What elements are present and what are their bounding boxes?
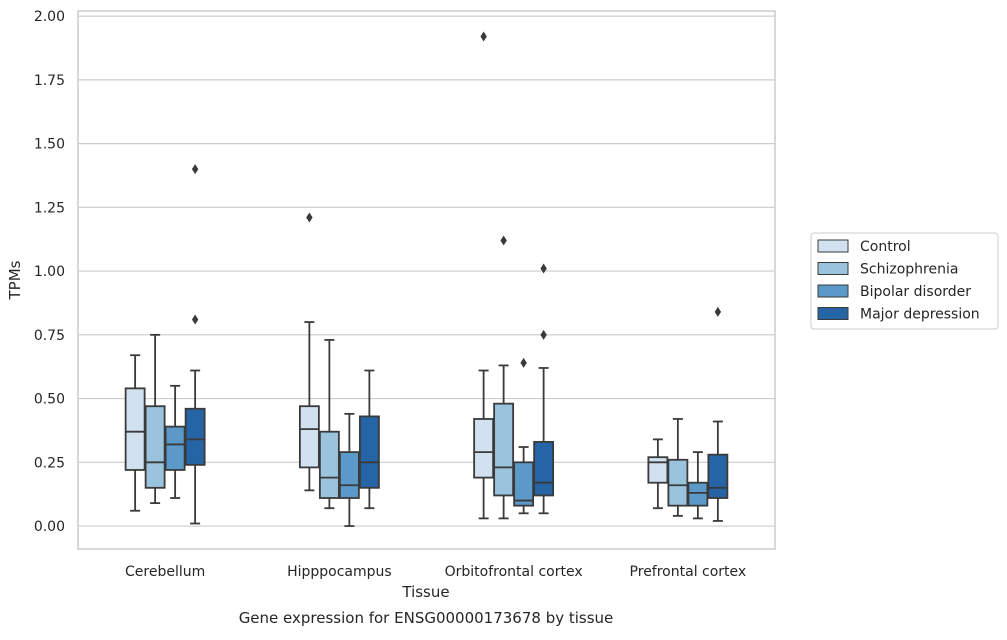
box-group	[647, 438, 669, 510]
box-iqr	[298, 405, 320, 469]
box-group	[318, 339, 340, 510]
outlier-point	[191, 314, 199, 325]
legend: Control Schizophrenia Bipolar disorder Majo…	[810, 232, 999, 330]
legend-swatch	[817, 239, 849, 253]
box-group	[707, 306, 729, 522]
box-iqr	[513, 461, 535, 507]
x-tick-label: Orbitofrontal cortex	[445, 564, 583, 580]
box-group	[667, 418, 689, 517]
outlier-point	[540, 329, 547, 340]
legend-label: Schizophrenia	[860, 262, 958, 278]
outlier-point	[191, 164, 199, 175]
chart-title: Gene expression for ENSG00000173678 by t…	[239, 609, 614, 627]
y-tick-label: 2.00	[34, 9, 65, 25]
x-axis-label: Tissue	[401, 583, 449, 601]
legend-label: Control	[860, 239, 911, 255]
x-tick-labels: Cerebellum Hipppocampus Orbitofrontal cort…	[125, 564, 746, 580]
box-group	[513, 357, 535, 515]
y-tick-label: 0.00	[34, 519, 65, 535]
box-iqr	[707, 453, 729, 499]
box-group	[473, 31, 495, 520]
outlier-point	[540, 263, 547, 274]
y-tick-label: 1.25	[34, 200, 65, 216]
legend-swatch	[817, 284, 849, 298]
box-group	[144, 333, 166, 505]
box-group	[533, 263, 555, 515]
box-iqr	[473, 418, 495, 479]
y-tick-label: 1.75	[34, 73, 65, 89]
x-tick-label: Cerebellum	[125, 564, 205, 580]
box-group	[358, 369, 380, 510]
outlier-point	[714, 306, 722, 317]
box-group	[184, 164, 206, 525]
outlier-point	[520, 357, 527, 368]
y-tick-label: 0.25	[34, 455, 65, 471]
box-iqr	[318, 430, 340, 499]
plot-frame	[77, 10, 776, 550]
box-iqr	[184, 407, 206, 466]
box-iqr	[687, 481, 709, 507]
box-group	[164, 384, 186, 499]
box-group	[493, 235, 515, 520]
legend-label: Major depression	[860, 307, 980, 323]
box-group	[298, 212, 320, 492]
x-tick-label: Hipppocampus	[287, 564, 392, 580]
box-iqr	[358, 415, 380, 489]
y-tick-label: 1.00	[34, 264, 65, 280]
legend-frame	[810, 232, 999, 330]
outlier-point	[306, 212, 313, 223]
box-iqr	[124, 387, 146, 471]
y-tick-label: 0.50	[34, 392, 65, 408]
box-iqr	[493, 402, 515, 497]
box-iqr	[533, 441, 555, 497]
y-tick-labels: 0.00 0.25 0.50 0.75 1.00 1.25 1.50 1.75 2.00	[34, 9, 65, 535]
legend-label: Bipolar disorder	[860, 284, 971, 300]
box-group	[124, 354, 146, 512]
x-tick-label: Prefrontal cortex	[630, 564, 747, 580]
legend-swatch	[817, 307, 849, 320]
y-tick-label: 1.50	[34, 137, 65, 153]
box-layer	[124, 31, 729, 527]
box-iqr	[144, 405, 166, 489]
legend-swatch	[817, 262, 849, 275]
box-iqr	[647, 456, 669, 484]
box-iqr	[338, 451, 360, 499]
outlier-point	[480, 31, 487, 42]
box-group	[687, 451, 709, 520]
y-tick-label: 0.75	[34, 328, 65, 344]
y-axis-label: TPMs	[6, 260, 24, 300]
box-iqr	[164, 425, 186, 471]
box-group	[338, 412, 360, 527]
box-iqr	[667, 458, 689, 507]
outlier-point	[500, 235, 507, 246]
legend-items: Control Schizophrenia Bipolar disorder Majo…	[817, 239, 980, 323]
